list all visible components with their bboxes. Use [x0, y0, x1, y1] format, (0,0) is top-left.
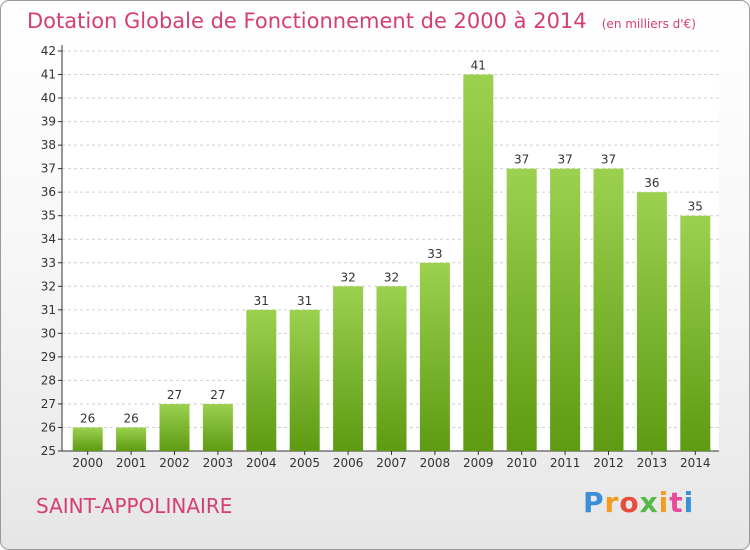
- bar: [680, 215, 711, 451]
- bar: [463, 74, 494, 451]
- title-row: Dotation Globale de Fonctionnement de 20…: [27, 9, 696, 33]
- x-tick-label: 2005: [289, 456, 320, 470]
- data-label: 37: [601, 153, 616, 167]
- x-tick-label: 2006: [333, 456, 364, 470]
- x-tick-label: 2014: [680, 456, 711, 470]
- data-label: 37: [514, 153, 529, 167]
- x-tick-label: 2002: [159, 456, 190, 470]
- bar: [419, 262, 450, 451]
- data-label: 31: [254, 294, 269, 308]
- y-tick-label: 36: [41, 185, 56, 199]
- y-tick-label: 26: [41, 420, 56, 434]
- y-tick-label: 32: [41, 279, 56, 293]
- data-label: 27: [210, 388, 225, 402]
- y-tick-label: 29: [41, 350, 56, 364]
- data-label: 36: [644, 176, 659, 190]
- data-label: 41: [471, 59, 486, 73]
- y-tick-label: 35: [41, 209, 56, 223]
- y-tick-label: 28: [41, 373, 56, 387]
- y-tick-label: 41: [41, 68, 56, 82]
- y-tick-label: 33: [41, 256, 56, 270]
- data-label: 26: [80, 411, 95, 425]
- data-label: 33: [427, 247, 442, 261]
- bar: [202, 403, 233, 451]
- data-label: 32: [384, 270, 399, 284]
- data-label: 27: [167, 388, 182, 402]
- y-tick-label: 27: [41, 397, 56, 411]
- bar: [593, 168, 624, 451]
- x-tick-label: 2001: [116, 456, 147, 470]
- x-tick-label: 2000: [72, 456, 103, 470]
- x-tick-label: 2007: [376, 456, 407, 470]
- y-tick-label: 38: [41, 138, 56, 152]
- bar: [72, 427, 103, 451]
- y-tick-label: 34: [41, 232, 56, 246]
- y-tick-label: 30: [41, 326, 56, 340]
- x-tick-label: 2010: [506, 456, 537, 470]
- bar: [289, 309, 320, 451]
- y-tick-label: 40: [41, 91, 56, 105]
- x-tick-label: 2012: [593, 456, 624, 470]
- x-tick-label: 2009: [463, 456, 494, 470]
- x-tick-label: 2013: [637, 456, 668, 470]
- y-tick-label: 42: [41, 44, 56, 58]
- data-label: 32: [340, 270, 355, 284]
- town-name: SAINT-APPOLINAIRE: [36, 494, 233, 518]
- data-label: 31: [297, 294, 312, 308]
- data-label: 35: [688, 200, 703, 214]
- y-tick-label: 39: [41, 115, 56, 129]
- bar: [246, 309, 277, 451]
- bar: [116, 427, 147, 451]
- bar: [159, 403, 190, 451]
- bar: [550, 168, 581, 451]
- bar: [376, 286, 407, 451]
- data-label: 26: [123, 411, 138, 425]
- y-tick-label: 37: [41, 162, 56, 176]
- y-tick-label: 31: [41, 303, 56, 317]
- chart-subtitle: (en milliers d'€): [601, 17, 696, 31]
- y-tick-label: 25: [41, 444, 56, 458]
- bar: [333, 286, 364, 451]
- x-tick-label: 2004: [246, 456, 277, 470]
- x-tick-label: 2011: [550, 456, 581, 470]
- bar: [506, 168, 537, 451]
- bar: [636, 192, 667, 452]
- proxiti-logo: Proxiti: [583, 486, 695, 519]
- data-label: 37: [557, 153, 572, 167]
- x-tick-label: 2008: [420, 456, 451, 470]
- chart-title: Dotation Globale de Fonctionnement de 20…: [27, 9, 587, 33]
- x-tick-label: 2003: [203, 456, 234, 470]
